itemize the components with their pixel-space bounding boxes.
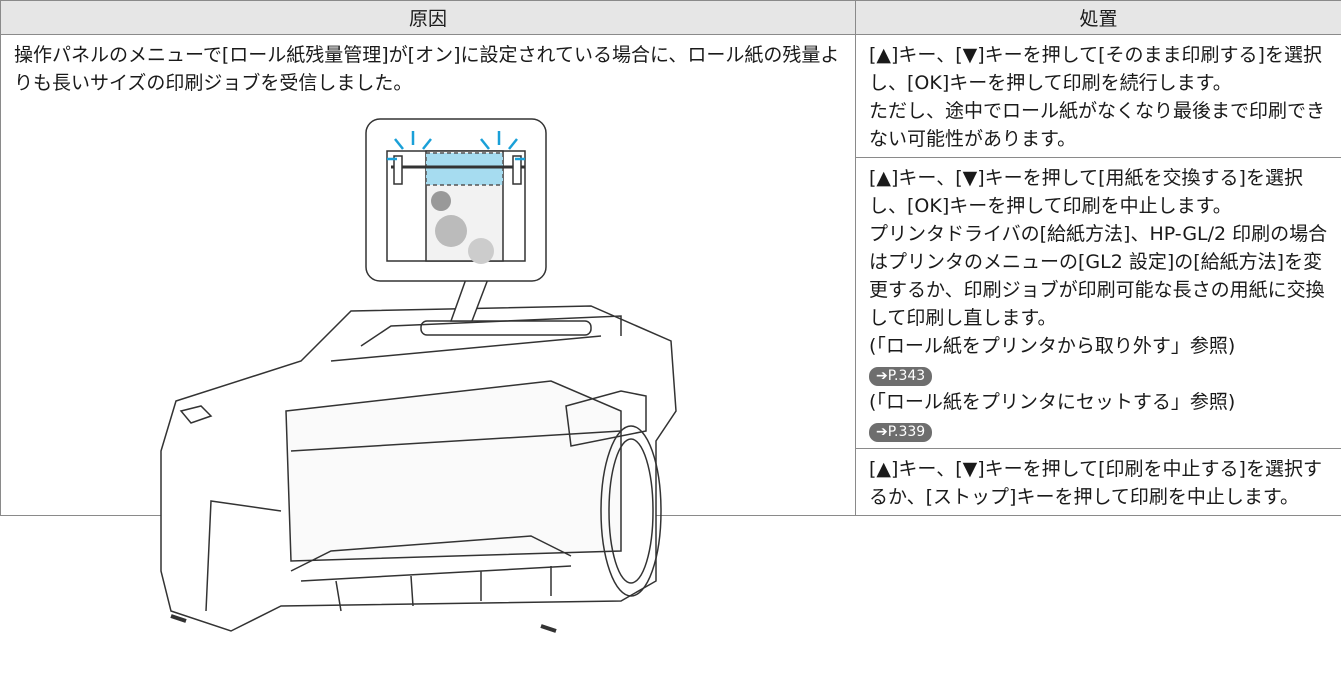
row: 操作パネルのメニューで[ロール紙残量管理]が[オン]に設定されている場合に、ロー…: [0, 34, 1341, 633]
header-row: 原因 処置: [0, 0, 1341, 35]
link-row: ➔P.339: [869, 416, 1331, 444]
action-cell: [▲]キー、[▼]キーを押して[用紙を交換する]を選択し、[OK]キーを押して印…: [855, 157, 1341, 449]
action-text: ただし、途中でロール紙がなくなり最後まで印刷できない可能性があります。: [869, 100, 1326, 150]
action-text: プリンタドライバの[給紙方法]、HP-GL/2 印刷の場合はプリンタのメニューの…: [869, 223, 1328, 329]
action-text: [▲]キー、[▼]キーを押して[印刷を中止する]を選択するか、[ストップ]キーを…: [869, 458, 1322, 508]
header-cell: 処置: [855, 0, 1341, 35]
action-cell: [▲]キー、[▼]キーを押して[印刷を中止する]を選択するか、[ストップ]キーを…: [855, 448, 1341, 516]
page-link[interactable]: ➔P.343: [869, 367, 933, 386]
header-cell: 原因: [0, 0, 856, 35]
cause-text: 操作パネルのメニューで[ロール紙残量管理]が[オン]に設定されている場合に、ロー…: [14, 44, 840, 94]
action-text: (「ロール紙をプリンタから取り外す」参照): [869, 335, 1236, 357]
action-text: [▲]キー、[▼]キーを押して[そのまま印刷する]を選択し、[OK]キーを押して…: [869, 44, 1322, 94]
page-link[interactable]: ➔P.339: [869, 423, 933, 442]
row: [▲]キー、[▼]キーを押して[印刷を中止する]を選択するか、[ストップ]キーを…: [1, 448, 1341, 516]
trouble-table: 原因 処置 操作パネルのメニューで[ロール紙残量管理]が[オン]に設定されている…: [0, 0, 1341, 633]
row: [▲]キー、[▼]キーを押して[用紙を交換する]を選択し、[OK]キーを押して印…: [1, 157, 1341, 449]
action-cell: [▲]キー、[▼]キーを押して[そのまま印刷する]を選択し、[OK]キーを押して…: [855, 34, 1341, 158]
action-text: (「ロール紙をプリンタにセットする」参照): [869, 391, 1236, 413]
cause-cell: 操作パネルのメニューで[ロール紙残量管理]が[オン]に設定されている場合に、ロー…: [0, 34, 856, 633]
printer-illustration: [160, 118, 677, 633]
link-row: ➔P.343: [869, 360, 1331, 388]
action-text: [▲]キー、[▼]キーを押して[用紙を交換する]を選択し、[OK]キーを押して印…: [869, 167, 1303, 217]
